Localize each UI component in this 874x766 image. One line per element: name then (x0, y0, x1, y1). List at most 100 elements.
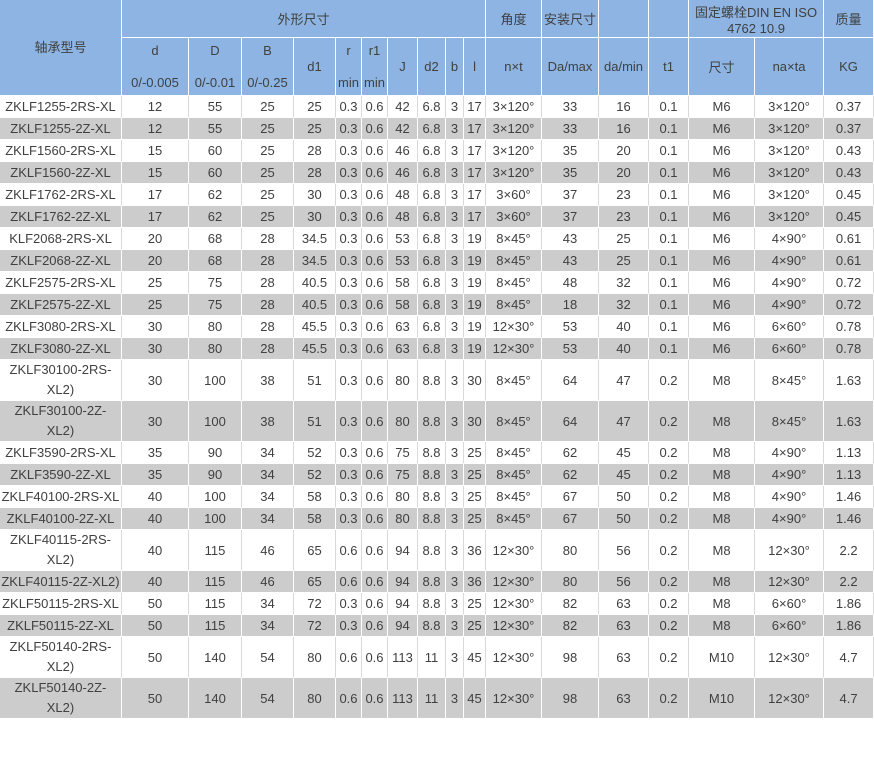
cell-r1: 0.6 (362, 593, 388, 615)
cell-b: 3 (446, 678, 464, 719)
cell-r: 0.3 (336, 508, 362, 530)
cell-bolt-size: M8 (689, 571, 756, 593)
cell-bolt-size: M8 (689, 486, 756, 508)
cell-da-max: 82 (542, 615, 600, 637)
cell-nxt: 8×45° (486, 464, 543, 486)
cell-j: 53 (388, 250, 418, 272)
table-body: ZKLF1255-2RS-XL 12 55 25 25 0.3 0.6 42 6.8 3 17 3×1… (0, 96, 874, 719)
col-d-label: d (151, 43, 159, 58)
cell-nxt: 12×30° (486, 571, 543, 593)
table-row: ZKLF1762-2Z-XL 17 62 25 30 0.3 0.6 48 6.8 3 17 3×60… (0, 206, 874, 228)
cell-d2: 6.8 (418, 140, 446, 162)
cell-b-cap: 34 (242, 442, 294, 464)
cell-da-max: 53 (542, 316, 600, 338)
cell-bolt-size: M8 (689, 530, 756, 571)
cell-d: 15 (122, 162, 189, 184)
cell-b-cap: 25 (242, 118, 294, 140)
cell-r1: 0.6 (362, 118, 388, 140)
cell-b: 3 (446, 96, 464, 118)
cell-d-cap: 55 (189, 96, 242, 118)
table-row: ZKLF2575-2Z-XL 25 75 28 40.5 0.3 0.6 58 6.8 3 19 8×… (0, 294, 874, 316)
cell-b: 3 (446, 338, 464, 360)
cell-naxta: 4×90° (755, 486, 825, 508)
col-r1: r1 min (362, 38, 388, 96)
cell-r: 0.3 (336, 272, 362, 294)
cell-da-max: 98 (542, 637, 600, 678)
cell-da-max: 64 (542, 360, 600, 401)
cell-j: 113 (388, 637, 418, 678)
cell-d1: 58 (294, 486, 336, 508)
cell-nxt: 12×30° (486, 530, 543, 571)
table-header: 轴承型号 外形尺寸 角度 安装尺寸 固定螺栓DIN EN ISO 4762 10… (0, 0, 874, 96)
col-da-max: Da/max (542, 38, 600, 96)
cell-t1: 0.2 (649, 442, 690, 464)
cell-b-cap: 34 (242, 593, 294, 615)
cell-r1: 0.6 (362, 401, 388, 442)
cell-model: ZKLF40115-2Z-XL2) (0, 571, 122, 593)
table-row: ZKLF40115-2RS-XL2) 40 115 46 65 0.6 0.6 94 8.8 3 3… (0, 530, 874, 571)
cell-d1: 58 (294, 508, 336, 530)
cell-d2: 6.8 (418, 338, 446, 360)
cell-d: 50 (122, 615, 189, 637)
cell-b-cap: 54 (242, 637, 294, 678)
cell-naxta: 8×45° (755, 360, 825, 401)
cell-l: 19 (464, 294, 487, 316)
cell-da-min: 32 (599, 294, 650, 316)
col-r-min: min (338, 75, 359, 90)
header-column-row: d 0/-0.005 D 0/-0.01 B 0/-0.25 d1 r min r1 mi… (0, 38, 874, 96)
cell-da-min: 50 (599, 508, 650, 530)
cell-b-cap: 28 (242, 272, 294, 294)
cell-da-min: 63 (599, 615, 650, 637)
cell-nxt: 8×45° (486, 401, 543, 442)
cell-d1: 40.5 (294, 272, 336, 294)
cell-naxta: 3×120° (755, 96, 825, 118)
cell-d: 17 (122, 206, 189, 228)
cell-r: 0.6 (336, 571, 362, 593)
cell-l: 30 (464, 360, 487, 401)
cell-d: 15 (122, 140, 189, 162)
table-row: ZKLF50140-2RS-XL2) 50 140 54 80 0.6 0.6 113 11 3 4… (0, 637, 874, 678)
cell-nxt: 3×120° (486, 162, 543, 184)
cell-r1: 0.6 (362, 571, 388, 593)
cell-t1: 0.1 (649, 96, 690, 118)
cell-d: 40 (122, 530, 189, 571)
cell-naxta: 6×60° (755, 316, 825, 338)
cell-j: 58 (388, 294, 418, 316)
cell-da-min: 45 (599, 442, 650, 464)
table-row: ZKLF1255-2Z-XL 12 55 25 25 0.3 0.6 42 6.8 3 17 3×12… (0, 118, 874, 140)
cell-naxta: 12×30° (755, 678, 825, 719)
cell-kg: 1.63 (824, 401, 874, 442)
cell-bolt-size: M6 (689, 184, 756, 206)
cell-naxta: 4×90° (755, 250, 825, 272)
cell-d-cap: 80 (189, 338, 242, 360)
col-d2: d2 (418, 38, 446, 96)
cell-bolt-size: M8 (689, 401, 756, 442)
cell-d2: 6.8 (418, 162, 446, 184)
table-row: ZKLF3080-2Z-XL 30 80 28 45.5 0.3 0.6 63 6.8 3 19 12… (0, 338, 874, 360)
col-r-label: r (346, 43, 351, 58)
cell-r: 0.3 (336, 338, 362, 360)
cell-t1: 0.2 (649, 615, 690, 637)
cell-naxta: 3×120° (755, 162, 825, 184)
cell-r: 0.3 (336, 360, 362, 401)
cell-r1: 0.6 (362, 206, 388, 228)
cell-r1: 0.6 (362, 508, 388, 530)
cell-j: 75 (388, 464, 418, 486)
cell-da-max: 48 (542, 272, 600, 294)
cell-b: 3 (446, 486, 464, 508)
cell-naxta: 3×120° (755, 206, 825, 228)
cell-model: ZKLF1762-2RS-XL (0, 184, 122, 206)
cell-model: ZKLF3590-2Z-XL (0, 464, 122, 486)
cell-model: ZKLF1560-2RS-XL (0, 140, 122, 162)
cell-r: 0.3 (336, 401, 362, 442)
cell-d2: 11 (418, 637, 446, 678)
cell-kg: 1.46 (824, 486, 874, 508)
cell-bolt-size: M6 (689, 96, 756, 118)
table-row: ZKLF40100-2RS-XL 40 100 34 58 0.3 0.6 80 8.8 3 25 8… (0, 486, 874, 508)
cell-b-cap: 25 (242, 162, 294, 184)
cell-da-max: 35 (542, 162, 600, 184)
cell-j: 80 (388, 360, 418, 401)
cell-j: 80 (388, 401, 418, 442)
cell-da-min: 32 (599, 272, 650, 294)
cell-t1: 0.2 (649, 360, 690, 401)
